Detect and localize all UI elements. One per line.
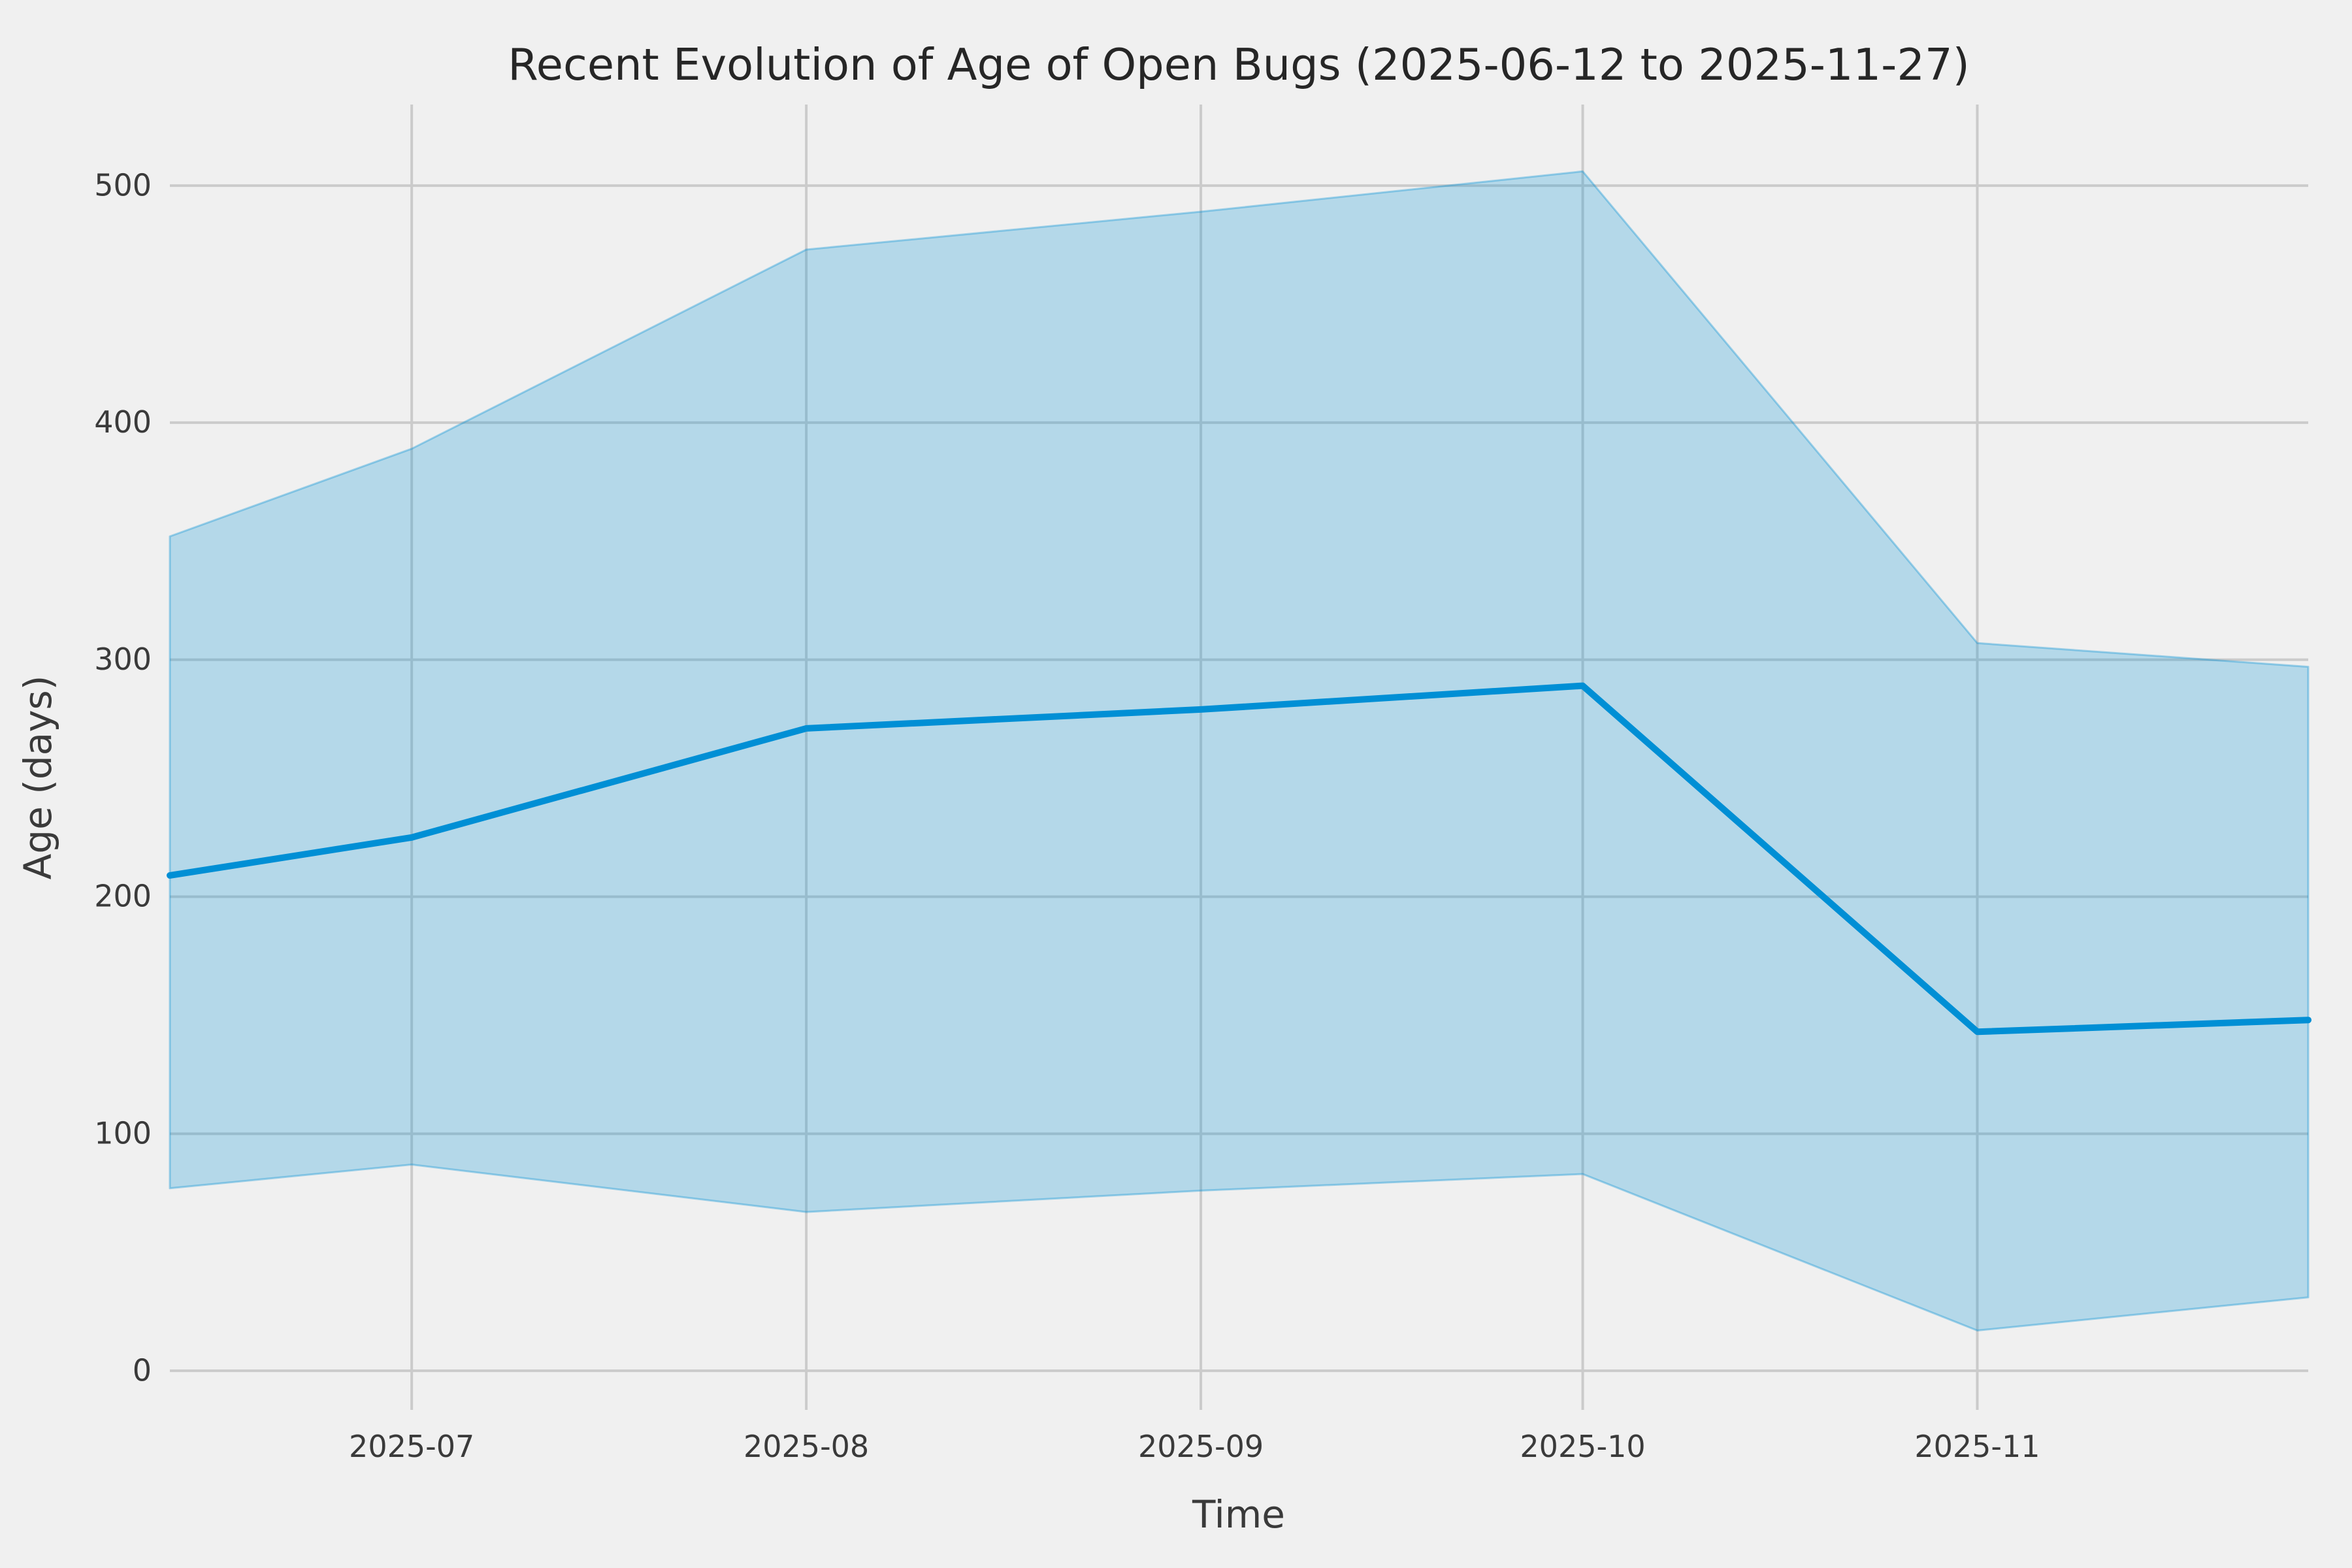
x-tick-label: 2025-09 xyxy=(1138,1429,1264,1464)
y-tick-labels: 0 100 200 300 400 500 xyxy=(94,167,152,1388)
x-tick-labels: 2025-07 2025-08 2025-09 2025-10 2025-11 xyxy=(349,1429,2040,1464)
confidence-band xyxy=(169,170,2310,1331)
median-line xyxy=(167,682,2311,1036)
x-gridlines xyxy=(410,105,1979,1410)
x-tick-label: 2025-11 xyxy=(1914,1429,2040,1464)
y-tick-label: 300 xyxy=(94,642,152,677)
y-tick-label: 0 xyxy=(133,1352,152,1388)
x-tick-label: 2025-08 xyxy=(743,1429,869,1464)
chart-title: Recent Evolution of Age of Open Bugs (20… xyxy=(508,39,1969,90)
y-tick-label: 100 xyxy=(94,1116,152,1151)
x-axis-label: Time xyxy=(1192,1492,1285,1537)
x-tick-label: 2025-10 xyxy=(1520,1429,1645,1464)
y-tick-label: 500 xyxy=(94,167,152,203)
y-gridlines xyxy=(170,184,2308,1373)
y-tick-label: 200 xyxy=(94,879,152,914)
y-tick-label: 400 xyxy=(94,404,152,440)
y-axis-label: Age (days) xyxy=(16,676,60,880)
x-tick-label: 2025-07 xyxy=(349,1429,474,1464)
